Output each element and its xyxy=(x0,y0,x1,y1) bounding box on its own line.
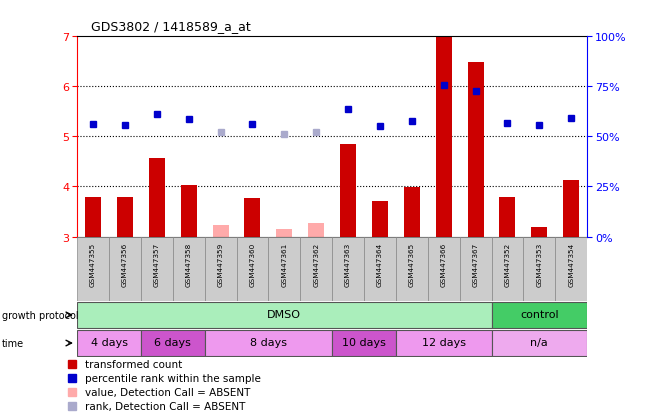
Bar xyxy=(531,227,548,237)
Bar xyxy=(77,302,491,328)
Text: 4 days: 4 days xyxy=(91,338,127,348)
Text: GSM447365: GSM447365 xyxy=(409,242,415,286)
Bar xyxy=(213,225,229,237)
Text: GSM447354: GSM447354 xyxy=(568,242,574,286)
Text: GSM447359: GSM447359 xyxy=(217,242,223,286)
Text: 10 days: 10 days xyxy=(342,338,386,348)
Text: value, Detection Call = ABSENT: value, Detection Call = ABSENT xyxy=(85,387,250,397)
Text: 8 days: 8 days xyxy=(250,338,287,348)
Bar xyxy=(180,186,197,237)
Bar xyxy=(109,237,141,301)
Bar xyxy=(435,38,452,237)
Bar xyxy=(396,237,428,301)
Bar xyxy=(332,330,396,356)
Bar xyxy=(428,237,460,301)
Bar xyxy=(141,330,205,356)
Text: percentile rank within the sample: percentile rank within the sample xyxy=(85,373,260,383)
Text: GSM447367: GSM447367 xyxy=(472,242,478,286)
Bar xyxy=(268,237,300,301)
Bar xyxy=(468,63,484,237)
Bar xyxy=(308,223,324,237)
Text: GSM447353: GSM447353 xyxy=(536,242,542,286)
Bar xyxy=(141,237,173,301)
Text: GSM447363: GSM447363 xyxy=(345,242,351,286)
Text: growth protocol: growth protocol xyxy=(2,310,79,320)
Text: GSM447362: GSM447362 xyxy=(313,242,319,286)
Bar xyxy=(300,237,332,301)
Bar xyxy=(372,202,388,237)
Bar xyxy=(340,145,356,237)
Text: GSM447361: GSM447361 xyxy=(281,242,287,286)
Bar xyxy=(276,230,293,237)
Text: GSM447356: GSM447356 xyxy=(122,242,128,286)
Text: GSM447355: GSM447355 xyxy=(90,242,96,286)
Bar xyxy=(173,237,205,301)
Bar xyxy=(77,237,109,301)
Text: GSM447352: GSM447352 xyxy=(505,242,511,286)
Bar xyxy=(460,237,491,301)
Text: GDS3802 / 1418589_a_at: GDS3802 / 1418589_a_at xyxy=(91,20,250,33)
Bar xyxy=(491,237,523,301)
Bar xyxy=(332,237,364,301)
Bar xyxy=(491,330,587,356)
Text: rank, Detection Call = ABSENT: rank, Detection Call = ABSENT xyxy=(85,401,245,411)
Bar xyxy=(236,237,268,301)
Text: GSM447358: GSM447358 xyxy=(186,242,192,286)
Bar xyxy=(149,159,165,237)
Bar xyxy=(499,198,515,237)
Bar xyxy=(117,198,133,237)
Text: GSM447357: GSM447357 xyxy=(154,242,160,286)
Bar xyxy=(563,181,579,237)
Text: GSM447364: GSM447364 xyxy=(377,242,383,286)
Bar xyxy=(77,330,141,356)
Text: 6 days: 6 days xyxy=(154,338,191,348)
Bar xyxy=(396,330,491,356)
Bar xyxy=(491,302,587,328)
Text: transformed count: transformed count xyxy=(85,359,182,369)
Text: control: control xyxy=(520,310,559,320)
Bar xyxy=(364,237,396,301)
Text: GSM447366: GSM447366 xyxy=(441,242,447,286)
Text: 12 days: 12 days xyxy=(421,338,466,348)
Bar xyxy=(556,237,587,301)
Bar xyxy=(205,330,332,356)
Text: DMSO: DMSO xyxy=(267,310,301,320)
Bar xyxy=(205,237,236,301)
Bar xyxy=(523,237,555,301)
Text: time: time xyxy=(2,338,24,348)
Text: n/a: n/a xyxy=(531,338,548,348)
Bar xyxy=(404,188,420,237)
Text: GSM447360: GSM447360 xyxy=(250,242,256,286)
Bar xyxy=(85,198,101,237)
Bar xyxy=(244,199,260,237)
